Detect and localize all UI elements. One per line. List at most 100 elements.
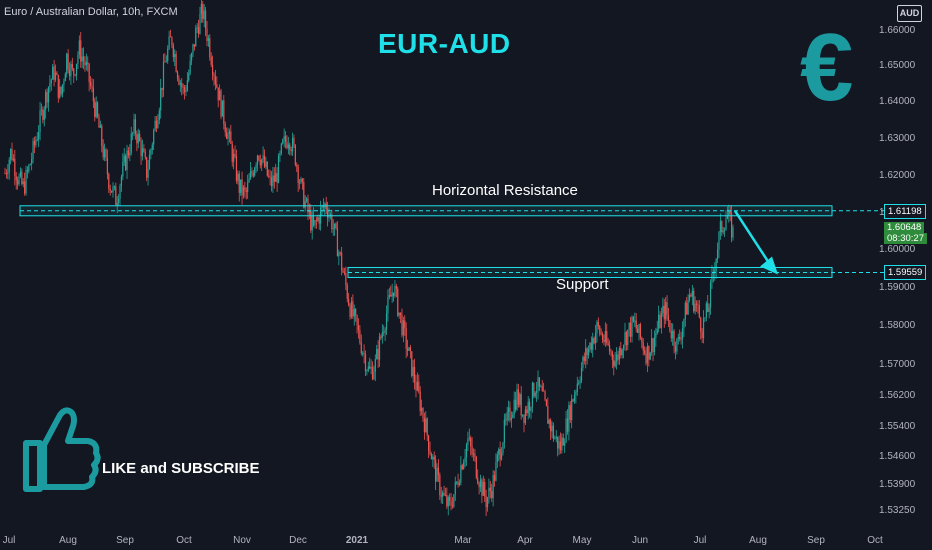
candle-body [343,272,346,274]
candle-body [503,419,505,443]
time-tick-label: Aug [749,535,767,546]
candle-body [550,419,552,432]
candle-body [312,215,315,226]
candle-body [444,495,447,496]
candle-body [681,328,684,340]
candle-body [460,465,462,483]
candle-body [43,109,45,120]
candle-body [87,62,89,64]
candle-body [188,73,190,81]
candle-body [622,345,625,350]
candle-body [404,320,406,328]
candle-body [641,337,643,343]
candle-body [458,482,461,485]
candle-body [154,120,156,131]
candle-body [157,120,159,128]
candle-body [186,80,188,91]
candle-body [680,339,682,340]
candle-body [22,181,24,184]
candle-body [21,171,23,184]
candle-body [715,258,717,271]
candle-body [61,84,64,94]
candle-body [59,86,61,98]
candle-body [245,190,247,192]
candle-body [108,174,110,189]
price-tick-label: 1.59000 [879,282,916,293]
candle-body [158,110,160,121]
candle-body [456,481,458,483]
candle-body [349,305,351,318]
currency-badge[interactable]: AUD [897,5,922,22]
candle-body [594,333,597,344]
time-tick-label: Jun [632,535,648,546]
candle-body [677,336,679,339]
candle-body [489,487,491,492]
candle-body [195,27,197,47]
candle-body [388,294,390,298]
candle-body [447,497,449,507]
candle-body [40,109,43,111]
candle-body [645,353,647,364]
candle-body [230,131,232,144]
candle-body [615,354,618,362]
candle-body [67,53,69,70]
candle-body [53,66,55,80]
candle-body [348,298,350,306]
candle-body [714,270,716,273]
candle-body [291,137,294,152]
candle-body [700,317,702,332]
price-tick-label: 1.57000 [879,359,916,370]
candle-body [632,316,635,322]
candle-body [335,223,337,229]
candle-body [732,227,734,238]
candle-body [679,336,681,340]
candle-body [265,161,267,167]
candle-body [272,175,274,187]
candle-body [161,87,163,90]
time-tick-label: Mar [454,535,472,546]
candle-body [628,322,630,330]
candle-body [102,146,104,158]
candle-body [116,202,118,206]
candle-body [360,342,362,354]
candle-body [662,305,664,314]
candle-body [517,389,519,405]
price-tick-label: 1.54600 [879,451,916,462]
candle-body [572,399,574,402]
candle-body [120,176,123,186]
candle-body [519,394,521,405]
candle-body [284,136,287,143]
time-tick-label: Oct [176,535,192,546]
candle-body [224,123,226,133]
candle-body [209,38,211,58]
price-tick-label: 1.53250 [879,505,916,516]
candle-body [81,56,83,62]
candle-body [7,172,9,174]
time-tick-label: Nov [233,535,251,546]
candle-body [411,351,413,377]
candle-body [181,82,183,87]
candle-body [338,252,340,257]
price-tick-label: 1.60000 [879,244,916,255]
candle-body [374,359,376,373]
candle-body [437,467,440,475]
candle-body [536,390,538,393]
candle-body [642,342,644,351]
candle-body [516,389,518,410]
candle-body [168,36,170,49]
candle-body [174,54,176,58]
candle-body [708,307,710,312]
candle-body [36,139,38,141]
candle-body [91,85,93,88]
candle-body [625,332,627,346]
candle-body [637,328,639,333]
candle-body [688,294,691,300]
candle-body [153,130,155,145]
euro-icon: € [800,14,854,121]
candle-body [523,414,525,424]
candle-body [533,382,535,397]
candle-body [248,178,250,183]
candle-body [639,324,642,338]
candle-body [614,361,616,367]
